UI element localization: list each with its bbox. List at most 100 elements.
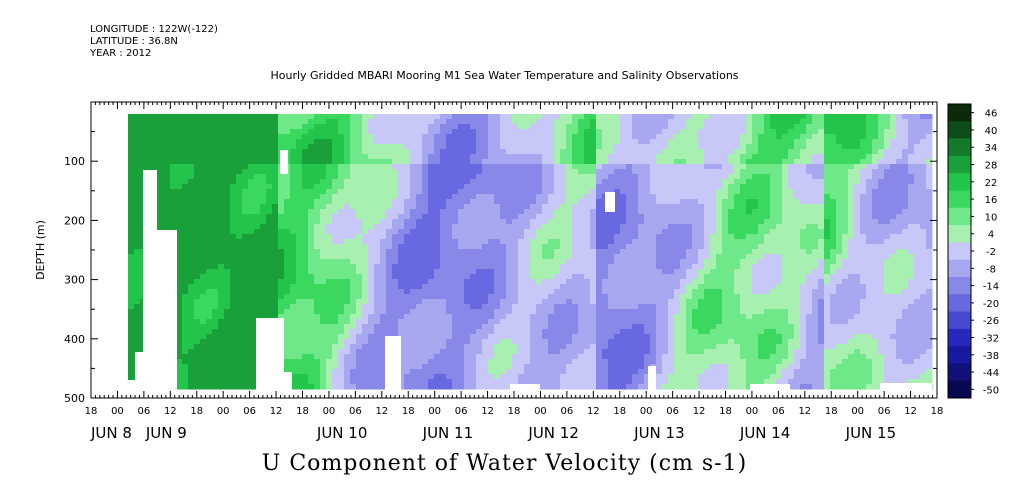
- heatmap-cell: [158, 189, 165, 195]
- heatmap-cell: [362, 174, 369, 180]
- heatmap-cell: [560, 309, 567, 315]
- heatmap-cell: [488, 304, 495, 310]
- heatmap-cell: [182, 294, 189, 300]
- heatmap-cell: [578, 124, 585, 130]
- heatmap-cell: [494, 349, 501, 355]
- heatmap-cell: [284, 144, 291, 150]
- heatmap-cell: [530, 134, 537, 140]
- heatmap-cell: [320, 214, 327, 220]
- heatmap-cell: [638, 134, 645, 140]
- heatmap-cell: [500, 289, 507, 295]
- heatmap-cell: [530, 359, 537, 365]
- heatmap-cell: [218, 129, 225, 135]
- heatmap-cell: [422, 374, 429, 380]
- heatmap-cell: [158, 129, 165, 135]
- heatmap-cell: [398, 139, 405, 145]
- heatmap-cell: [302, 324, 309, 330]
- heatmap-cell: [566, 179, 573, 185]
- heatmap-cell: [182, 254, 189, 260]
- heatmap-cell: [632, 189, 639, 195]
- heatmap-cell: [188, 204, 195, 210]
- heatmap-cell: [554, 324, 561, 330]
- heatmap-cell: [602, 339, 609, 345]
- heatmap-cell: [254, 189, 261, 195]
- heatmap-cell: [578, 189, 585, 195]
- heatmap-cell: [212, 304, 219, 310]
- heatmap-cell: [338, 289, 345, 295]
- heatmap-cell: [326, 144, 333, 150]
- heatmap-cell: [338, 369, 345, 375]
- heatmap-cell: [434, 129, 441, 135]
- heatmap-cell: [416, 114, 423, 120]
- heatmap-cell: [632, 294, 639, 300]
- heatmap-cell: [314, 164, 321, 170]
- heatmap-cell: [320, 269, 327, 275]
- heatmap-cell: [296, 284, 303, 290]
- heatmap-cell: [428, 114, 435, 120]
- heatmap-cell: [428, 344, 435, 350]
- heatmap-cell: [164, 194, 171, 200]
- heatmap-cell: [290, 354, 297, 360]
- heatmap-cell: [572, 174, 579, 180]
- heatmap-cell: [650, 284, 657, 290]
- heatmap-cell: [620, 129, 627, 135]
- heatmap-cell: [608, 129, 615, 135]
- heatmap-cell: [362, 164, 369, 170]
- heatmap-cell: [584, 219, 591, 225]
- heatmap-cell: [302, 384, 309, 390]
- heatmap-cell: [458, 354, 465, 360]
- heatmap-cell: [188, 129, 195, 135]
- heatmap-cell: [476, 329, 483, 335]
- heatmap-cell: [506, 269, 513, 275]
- heatmap-cell: [422, 334, 429, 340]
- heatmap-cell: [182, 349, 189, 355]
- heatmap-cell: [254, 159, 261, 165]
- heatmap-cell: [272, 184, 279, 190]
- heatmap-cell: [236, 269, 243, 275]
- heatmap-cell: [494, 304, 501, 310]
- heatmap-cell: [542, 274, 549, 280]
- heatmap-cell: [596, 129, 603, 135]
- heatmap-cell: [326, 139, 333, 145]
- heatmap-cell: [374, 324, 381, 330]
- heatmap-cell: [632, 184, 639, 190]
- heatmap-cell: [284, 314, 291, 320]
- heatmap-cell: [416, 229, 423, 235]
- heatmap-cell: [290, 124, 297, 130]
- heatmap-cell: [464, 164, 471, 170]
- heatmap-cell: [182, 359, 189, 365]
- heatmap-cell: [530, 209, 537, 215]
- heatmap-cell: [614, 384, 621, 390]
- heatmap-cell: [446, 174, 453, 180]
- heatmap-cell: [320, 184, 327, 190]
- heatmap-cell: [548, 184, 555, 190]
- heatmap-cell: [200, 269, 207, 275]
- heatmap-cell: [566, 384, 573, 390]
- heatmap-cell: [182, 189, 189, 195]
- heatmap-cell: [350, 184, 357, 190]
- heatmap-cell: [590, 224, 597, 230]
- heatmap-cell: [464, 264, 471, 270]
- heatmap-cell: [422, 379, 429, 385]
- heatmap-cell: [638, 159, 645, 165]
- heatmap-cell: [404, 209, 411, 215]
- heatmap-cell: [332, 189, 339, 195]
- heatmap-cell: [656, 359, 663, 365]
- heatmap-cell: [416, 144, 423, 150]
- heatmap-cell: [230, 214, 237, 220]
- heatmap-cell: [296, 154, 303, 160]
- heatmap-cell: [416, 199, 423, 205]
- heatmap-cell: [272, 119, 279, 125]
- heatmap-cell: [530, 154, 537, 160]
- heatmap-cell: [362, 289, 369, 295]
- heatmap-cell: [572, 384, 579, 390]
- heatmap-cell: [320, 304, 327, 310]
- heatmap-cell: [212, 184, 219, 190]
- heatmap-cell: [206, 154, 213, 160]
- heatmap-cell: [440, 174, 447, 180]
- heatmap-cell: [338, 204, 345, 210]
- heatmap-cell: [428, 334, 435, 340]
- heatmap-cell: [338, 124, 345, 130]
- heatmap-cell: [356, 209, 363, 215]
- heatmap-cell: [662, 214, 669, 220]
